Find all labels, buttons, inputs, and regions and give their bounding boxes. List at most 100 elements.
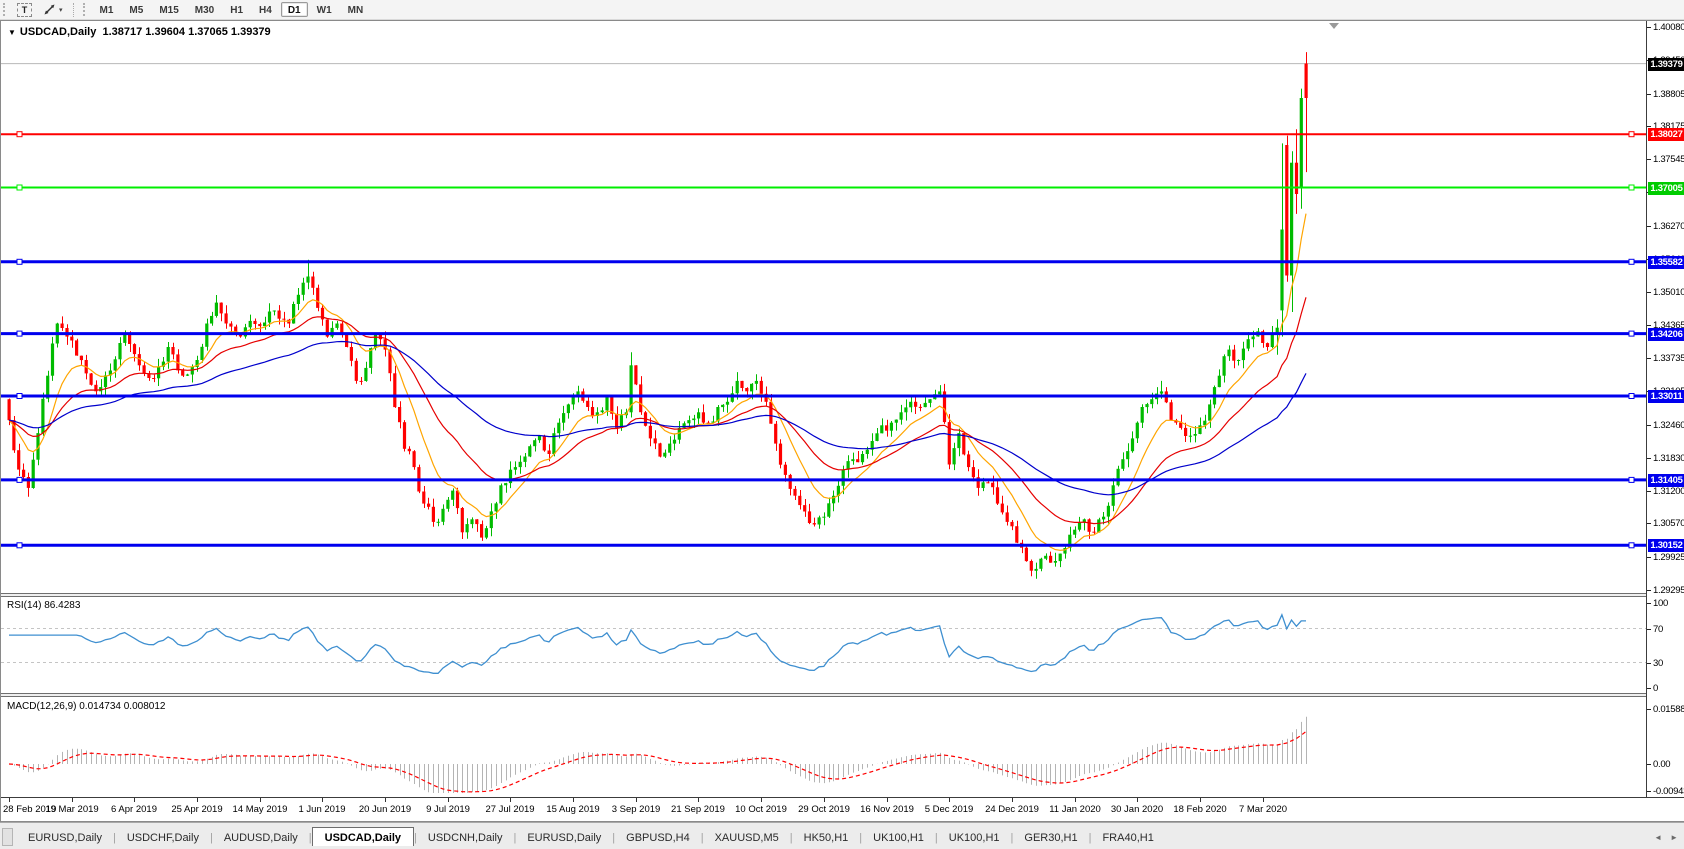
tab-scroll-right-icon[interactable]: ► (1670, 833, 1678, 842)
time-axis-tick (9, 798, 10, 802)
time-axis-tick (72, 798, 73, 802)
chart-menu-arrow-icon[interactable]: ▼ (8, 28, 16, 37)
timeframe-button-w1[interactable]: W1 (310, 2, 339, 17)
tab-scroll-arrows: ◄ ► (1654, 833, 1678, 842)
time-axis-tick (510, 798, 511, 802)
pane-splitter[interactable] (1, 593, 1684, 597)
timeframe-button-d1[interactable]: D1 (280, 2, 308, 17)
chart-tab-usdcnh-daily[interactable]: USDCNH,Daily (427, 832, 503, 844)
axis-tick-mark (1647, 491, 1651, 492)
chart-tab-xauusd-m5[interactable]: XAUUSD,M5 (714, 832, 779, 844)
chart-tab-uk100-h1[interactable]: UK100,H1 (948, 832, 1000, 844)
hline-price-label: 1.31405 (1648, 474, 1684, 487)
chart-tab-fra40-h1[interactable]: FRA40,H1 (1102, 832, 1154, 844)
axis-tick-label: 70 (1653, 624, 1663, 635)
pane-splitter[interactable] (1, 693, 1684, 697)
time-axis-label: 24 Dec 2019 (985, 804, 1039, 815)
toolbar-separator (72, 2, 75, 17)
tab-divider: | (209, 832, 213, 844)
time-axis-label: 29 Oct 2019 (798, 804, 850, 815)
time-axis-tick (824, 798, 825, 802)
chart-tab-hk50-h1[interactable]: HK50,H1 (803, 832, 849, 844)
chart-tab-audusd-daily[interactable]: AUDUSD,Daily (223, 832, 298, 844)
tab-divider: | (513, 832, 517, 844)
timeframe-button-h1[interactable]: H1 (223, 2, 250, 17)
time-axis-label: 15 Aug 2019 (546, 804, 600, 815)
tab-divider: | (112, 832, 116, 844)
time-axis-tick (1263, 798, 1264, 802)
axis-tick-label: 1.35010 (1653, 287, 1684, 298)
tab-scroll-left-icon[interactable]: ◄ (1654, 833, 1663, 842)
time-axis-tick (322, 798, 323, 802)
tab-divider: | (934, 832, 938, 844)
axis-tick-label: 1.38805 (1653, 89, 1684, 100)
axis-tick-mark (1647, 458, 1651, 459)
time-axis-tick (1200, 798, 1201, 802)
axis-tick-mark (1647, 557, 1651, 558)
axis-tick-mark (1647, 358, 1651, 359)
tab-divider: | (700, 832, 704, 844)
time-axis-label: 3 Sep 2019 (611, 804, 661, 815)
chart-tabs: EURUSD,Daily | USDCHF,Daily | AUDUSD,Daily | U… (17, 826, 1165, 848)
text-tool-button[interactable]: T (13, 1, 36, 18)
chart-tab-uk100-h1[interactable]: UK100,H1 (873, 832, 924, 844)
chart-ohlc-values: 1.38717 1.39604 1.37065 1.39379 (102, 26, 271, 38)
time-axis-label: 30 Jan 2020 (1110, 804, 1164, 815)
timeframe-button-m30[interactable]: M30 (188, 2, 221, 17)
axis-tick-mark (1647, 292, 1651, 293)
time-axis-tick (385, 798, 386, 802)
chart-window: ▼ USDCAD,Daily 1.38717 1.39604 1.37065 1.… (0, 20, 1684, 822)
rsi-indicator-pane[interactable] (1, 597, 1646, 693)
chart-tab-eurusd-daily[interactable]: EURUSD,Daily (527, 832, 602, 844)
time-axis-tick (573, 798, 574, 802)
hline-price-label: 1.30152 (1648, 539, 1684, 552)
tab-divider: | (308, 832, 312, 844)
toolbar-grip[interactable] (3, 3, 8, 16)
time-axis-tick (949, 798, 950, 802)
axis-tick-mark (1647, 325, 1651, 326)
axis-tick-mark (1647, 425, 1651, 426)
time-axis-tick (1012, 798, 1013, 802)
tab-divider: | (1010, 832, 1014, 844)
toolbar-grip[interactable] (82, 3, 88, 16)
price-axis[interactable]: 1.400801.394501.388051.381751.375451.369… (1646, 21, 1684, 797)
chart-tab-ger30-h1[interactable]: GER30,H1 (1024, 832, 1078, 844)
chart-tab-eurusd-daily[interactable]: EURUSD,Daily (28, 832, 102, 844)
chart-tab-usdchf-daily[interactable]: USDCHF,Daily (126, 832, 199, 844)
time-axis-label: 1 Jun 2019 (298, 804, 346, 815)
timeframe-button-m5[interactable]: M5 (122, 2, 150, 17)
timeframe-button-h4[interactable]: H4 (252, 2, 279, 17)
axis-tick-mark (1647, 688, 1651, 689)
chart-title: ▼ USDCAD,Daily 1.38717 1.39604 1.37065 1.… (8, 26, 271, 38)
time-axis-label: 5 Dec 2019 (924, 804, 974, 815)
axis-tick-label: 1.29295 (1653, 585, 1684, 596)
top-toolbar: T ▾ M1 M5 M15 M30 H1 H4 D1 W1 MN (0, 0, 1684, 20)
text-tool-icon: T (17, 2, 32, 17)
timeframe-button-mn[interactable]: MN (341, 2, 371, 17)
cursor-tools-button[interactable]: ▾ (38, 1, 67, 18)
axis-tick-label: 1.32460 (1653, 420, 1684, 431)
axis-tick-label: 1.30570 (1653, 518, 1684, 529)
chart-tab-usdcad-daily[interactable]: USDCAD,Daily (311, 827, 415, 848)
hline-price-label: 1.34206 (1648, 328, 1684, 341)
timeframe-button-m1[interactable]: M1 (93, 2, 121, 17)
time-axis-label: 9 Jul 2019 (426, 804, 470, 815)
time-axis-label: 10 Oct 2019 (735, 804, 787, 815)
axis-tick-mark (1647, 523, 1651, 524)
time-axis[interactable]: 28 Feb 2019 19 Mar 2019 6 Apr 2019 25 Apr 2… (1, 797, 1684, 821)
axis-tick-label: 0.015884 (1653, 704, 1684, 715)
main-chart-pane[interactable] (1, 21, 1646, 593)
chart-tab-gbpusd-h4[interactable]: GBPUSD,H4 (626, 832, 690, 844)
time-axis-tick (260, 798, 261, 802)
time-axis-label: 28 Feb 2019 (3, 804, 57, 815)
axis-tick-label: 1.38175 (1653, 121, 1684, 132)
axis-tick-label: 0.00 (1653, 759, 1671, 770)
timeframe-button-m15[interactable]: M15 (152, 2, 185, 17)
axis-tick-label: 100 (1653, 598, 1668, 609)
rsi-label: RSI(14) 86.4283 (7, 600, 81, 611)
time-axis-label: 21 Sep 2019 (671, 804, 725, 815)
time-axis-label: 14 May 2019 (232, 804, 288, 815)
axis-tick-label: 1.29925 (1653, 552, 1684, 563)
macd-indicator-pane[interactable] (1, 698, 1646, 797)
chart-shift-marker-icon[interactable] (1329, 23, 1339, 29)
